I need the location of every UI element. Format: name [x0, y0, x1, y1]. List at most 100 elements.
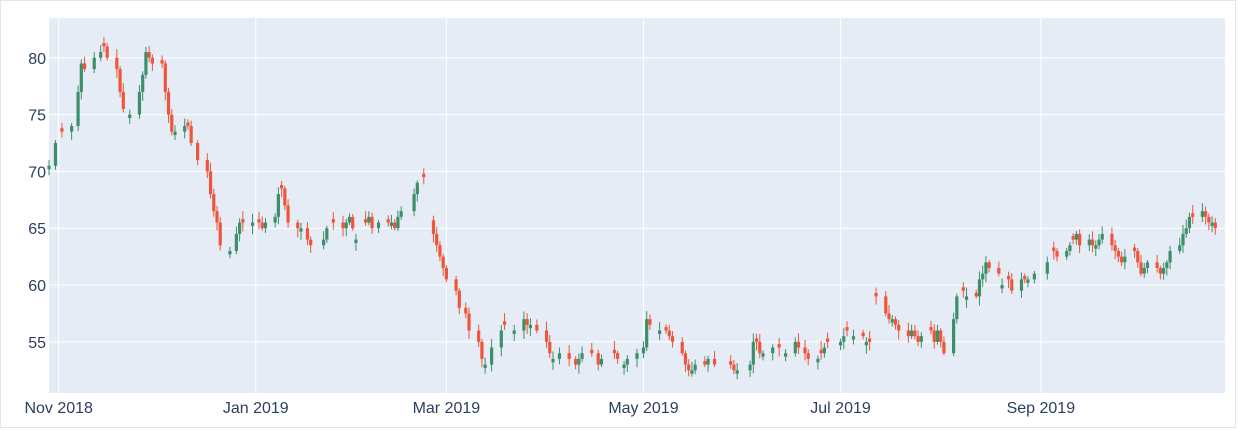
- candle: [370, 212, 374, 234]
- candle: [690, 361, 694, 377]
- candle: [819, 340, 823, 360]
- candle: [528, 318, 532, 337]
- candle-body: [173, 131, 177, 136]
- candle: [147, 46, 151, 63]
- candle: [196, 140, 200, 166]
- candle: [1074, 230, 1078, 245]
- candle: [393, 219, 397, 231]
- plot-area[interactable]: [49, 18, 1225, 393]
- candle-body: [163, 63, 167, 92]
- candle: [567, 344, 571, 367]
- candle-body: [480, 341, 484, 359]
- candle: [280, 180, 284, 198]
- candle-body: [977, 279, 982, 297]
- candle-body: [535, 324, 539, 331]
- candle: [212, 188, 216, 217]
- candle: [751, 333, 755, 374]
- candle-body: [796, 341, 801, 348]
- candle: [658, 322, 662, 341]
- candle-body: [961, 287, 965, 291]
- candle: [1052, 241, 1056, 260]
- candle-body: [250, 222, 255, 226]
- candle: [712, 350, 717, 368]
- candle: [438, 241, 442, 262]
- candle: [838, 338, 843, 351]
- candle-body: [544, 330, 549, 342]
- candle-body: [1207, 216, 1211, 223]
- candle-body: [706, 358, 710, 365]
- candle-body: [422, 173, 426, 178]
- candle: [189, 120, 193, 146]
- candle-body: [137, 91, 142, 115]
- candle-body: [838, 341, 843, 346]
- y-axis: 55 60 65 70 75 80: [28, 51, 46, 352]
- candle: [544, 321, 549, 348]
- candle-body: [121, 91, 125, 109]
- candle: [1071, 233, 1075, 245]
- candle: [1045, 256, 1049, 280]
- candle: [351, 214, 355, 231]
- candle: [803, 339, 807, 361]
- candle-body: [499, 330, 503, 348]
- candle-body: [170, 114, 174, 132]
- candle-body: [897, 324, 901, 331]
- candle-body: [1155, 262, 1159, 268]
- candle: [906, 322, 910, 343]
- candle-body: [435, 233, 439, 246]
- candle: [1142, 263, 1146, 278]
- candle-body: [208, 171, 213, 195]
- candle-body: [393, 222, 397, 229]
- candle: [502, 313, 507, 330]
- candle: [851, 329, 856, 345]
- candle: [464, 302, 468, 319]
- candle-body: [1213, 222, 1217, 229]
- candle: [137, 85, 142, 119]
- candle: [170, 109, 174, 136]
- candle-body: [128, 114, 132, 118]
- candle-body: [864, 341, 868, 346]
- candle: [1207, 213, 1211, 231]
- candle: [942, 336, 946, 356]
- candle-body: [703, 361, 707, 365]
- candle-body: [893, 319, 898, 325]
- candle: [399, 206, 403, 220]
- candle: [590, 342, 594, 357]
- candle: [1100, 226, 1104, 244]
- candle-body: [1071, 236, 1075, 240]
- candle: [286, 199, 290, 228]
- candle: [47, 160, 51, 176]
- candle-body: [942, 341, 946, 354]
- candle: [687, 359, 691, 377]
- candle: [70, 123, 74, 140]
- candle-body: [635, 353, 639, 359]
- candle-body: [1120, 256, 1124, 263]
- candle-body: [1045, 262, 1049, 274]
- candle-body: [457, 290, 461, 308]
- candle: [706, 355, 710, 372]
- candle: [735, 363, 739, 380]
- candle-body: [1065, 250, 1069, 257]
- candle-body: [1052, 247, 1056, 251]
- candle: [173, 125, 177, 141]
- candle: [144, 46, 148, 79]
- candle: [635, 348, 639, 368]
- candle-body: [296, 222, 300, 229]
- candle: [667, 324, 671, 341]
- candle: [480, 338, 484, 368]
- candle: [1204, 206, 1208, 225]
- candle: [887, 305, 891, 324]
- candle-body: [166, 91, 171, 115]
- candle: [325, 225, 329, 243]
- candle: [1132, 243, 1137, 259]
- candle-body: [212, 194, 216, 212]
- x-tick-label: Jul 2019: [810, 400, 871, 417]
- candle-body: [803, 347, 807, 354]
- candle-body: [1184, 228, 1188, 234]
- candle-body: [351, 216, 355, 229]
- candle-body: [53, 143, 58, 166]
- candle: [422, 168, 426, 185]
- candle: [1139, 254, 1143, 277]
- candle: [612, 341, 616, 360]
